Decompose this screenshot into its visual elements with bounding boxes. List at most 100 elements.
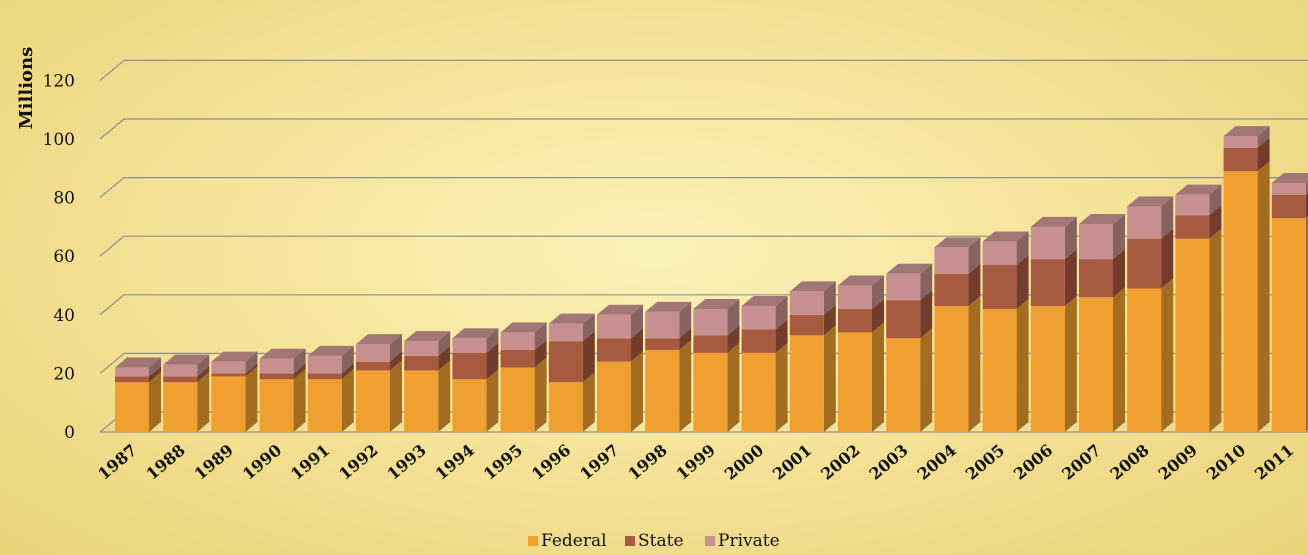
bar-side-private-1999 [727, 298, 740, 336]
bar-side-federal-1987 [149, 372, 161, 432]
bar-side-federal-1996 [582, 372, 595, 432]
bar-side-private-2003 [920, 263, 933, 301]
bar-private-1996 [548, 323, 583, 342]
gridline-diag [99, 235, 125, 257]
bar-state-2006 [1030, 259, 1065, 307]
bar-top-2001 [789, 281, 836, 292]
bar-side-state-1993 [438, 345, 451, 371]
legend-swatch [528, 536, 538, 546]
bar-group-1994 [452, 328, 499, 432]
bar-state-2007 [1079, 259, 1113, 298]
y-axis-ticks: 0 20 40 60 80 100 120 [43, 71, 75, 443]
legend-label: State [638, 531, 684, 551]
bar-group-2006 [1030, 216, 1077, 432]
bar-top-1996 [548, 313, 595, 324]
bar-side-private-1991 [341, 345, 354, 374]
bar-side-private-1998 [679, 301, 692, 339]
bar-top-1998 [645, 301, 692, 312]
bar-federal-1997 [597, 361, 631, 432]
bar-side-federal-2008 [1161, 278, 1174, 432]
bar-top-1993 [404, 331, 451, 342]
bar-federal-2002 [838, 332, 872, 432]
bar-top-2007 [1079, 213, 1125, 224]
bar-top-2010 [1223, 126, 1270, 137]
bar-side-federal-1997 [631, 351, 643, 432]
bar-side-private-2001 [823, 281, 836, 315]
bar-side-federal-2003 [920, 328, 933, 432]
bar-state-1993 [404, 355, 439, 371]
bar-private-1995 [500, 332, 535, 350]
bar-side-state-2005 [1016, 254, 1029, 309]
bar-group-2009 [1175, 184, 1222, 432]
bar-state-1998 [645, 338, 680, 350]
bar-private-1990 [259, 358, 294, 374]
bar-federal-2010 [1223, 171, 1258, 433]
x-tick-label: 2007 [1058, 441, 1104, 484]
gridline-diag [99, 352, 125, 374]
bar-side-federal-2000 [775, 342, 788, 432]
bar-group-1997 [597, 304, 643, 432]
x-tick-label: 1987 [94, 441, 140, 484]
bar-side-federal-1993 [438, 360, 451, 432]
bar-side-state-2002 [872, 298, 884, 333]
x-tick-label: 1989 [191, 441, 237, 484]
legend-item-federal: Federal [528, 531, 607, 551]
bar-state-1991 [307, 373, 342, 380]
bar-federal-2001 [789, 335, 824, 432]
x-tick-label: 1995 [480, 441, 526, 484]
bar-federal-1987 [115, 382, 149, 432]
bar-side-federal-1999 [727, 342, 740, 432]
bar-top-1991 [307, 345, 354, 356]
bar-private-1988 [163, 364, 198, 377]
bar-group-2010 [1223, 126, 1270, 433]
bar-top-2003 [886, 263, 933, 274]
bar-side-private-2005 [1016, 231, 1029, 265]
bar-side-federal-1992 [390, 360, 402, 432]
bar-state-2005 [982, 264, 1017, 309]
bar-side-private-2007 [1113, 213, 1125, 260]
gridline-diag [99, 59, 125, 81]
bar-top-2004 [934, 237, 981, 248]
bars [115, 126, 1308, 433]
legend-label: Federal [541, 531, 607, 551]
bar-side-federal-1990 [293, 369, 306, 432]
bar-private-2008 [1127, 206, 1162, 239]
bar-side-federal-1989 [245, 366, 258, 432]
bar-federal-2000 [741, 352, 776, 432]
bar-state-1987 [115, 376, 149, 383]
x-tick-label: 1996 [528, 441, 574, 484]
bar-group-1990 [259, 348, 306, 432]
bar-top-1987 [115, 357, 161, 368]
bar-top-1995 [500, 322, 547, 333]
bar-federal-2003 [886, 338, 921, 432]
bar-group-1998 [645, 301, 692, 432]
bar-private-2010 [1223, 136, 1258, 148]
bar-state-1990 [259, 373, 294, 380]
bar-group-2004 [934, 237, 981, 432]
bar-state-1997 [597, 338, 631, 362]
bar-private-2009 [1175, 194, 1210, 216]
y-tick-label: 100 [43, 130, 75, 150]
bar-group-2002 [838, 275, 884, 432]
y-axis-title: Millions [16, 47, 37, 130]
bar-top-2006 [1030, 216, 1077, 227]
bar-side-federal-1998 [679, 339, 692, 432]
bar-federal-2008 [1127, 288, 1162, 432]
bar-federal-1988 [163, 382, 198, 432]
bar-top-2011 [1271, 172, 1308, 183]
x-tick-label: 1991 [287, 441, 333, 484]
x-tick-label: 2009 [1155, 441, 1201, 484]
x-tick-label: 2004 [914, 441, 960, 484]
bar-private-2002 [838, 285, 872, 309]
x-tick-label: 2005 [962, 441, 1008, 484]
bar-side-federal-1991 [341, 369, 354, 432]
bar-side-state-2006 [1064, 249, 1077, 307]
bar-private-2004 [934, 247, 969, 274]
bar-private-2003 [886, 273, 921, 301]
bar-private-2011 [1271, 182, 1306, 195]
bar-side-private-1989 [245, 351, 258, 374]
bar-state-2008 [1127, 238, 1162, 289]
bar-top-2008 [1127, 196, 1174, 207]
bar-group-1988 [163, 354, 210, 432]
